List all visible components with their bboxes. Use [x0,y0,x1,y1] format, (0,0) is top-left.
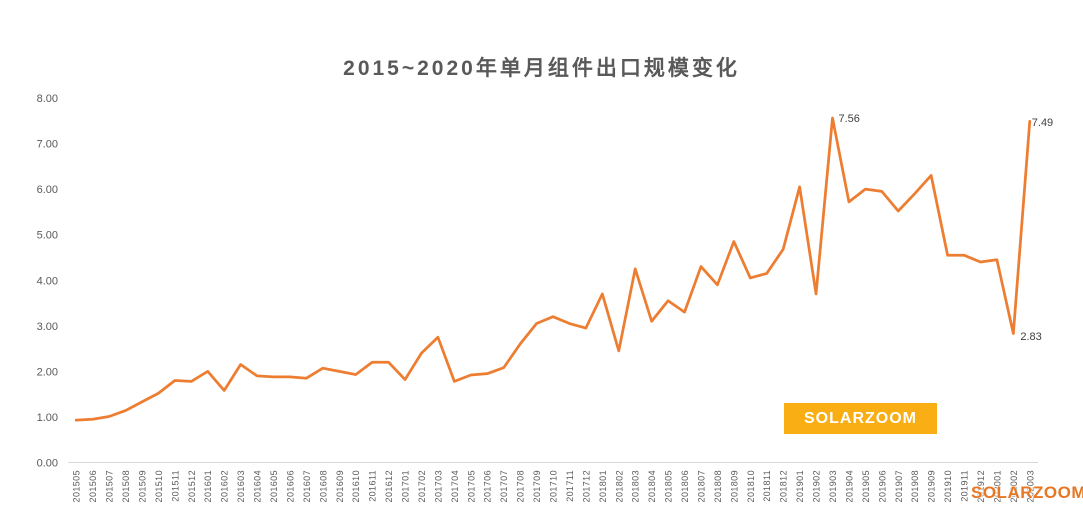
x-axis-tick-label: 201807 [696,470,706,502]
x-axis-tick-label: 201707 [499,470,509,502]
x-axis-tick-label: 201906 [877,470,887,502]
x-axis-tick-label: 201802 [614,470,624,502]
x-axis-tick-label: 201508 [121,470,131,502]
y-axis-tick-label: 8.00 [37,93,58,105]
x-axis-tick-label: 201908 [910,470,920,502]
x-axis-tick-label: 201901 [795,470,805,502]
x-axis-tick-label: 201706 [483,470,493,502]
series-line [74,116,1032,422]
x-axis-tick-label: 201612 [384,470,394,502]
data-point-label: 7.56 [838,113,859,125]
x-axis-tick-label: 201803 [631,470,641,502]
chart-title: 2015~2020年单月组件出口规模变化 [343,57,740,80]
x-axis-tick-label: 201509 [137,470,147,502]
y-axis-tick-label: 0.00 [37,458,58,470]
x-axis-tick-label: 201909 [927,470,937,502]
x-axis-tick-label: 201705 [466,470,476,502]
x-axis-tick-label: 201904 [844,470,854,502]
data-point-label: 2.83 [1020,331,1041,343]
x-axis-tick-label: 202002 [1009,470,1019,502]
x-axis-tick-label: 201806 [680,470,690,502]
x-axis-tick-label: 201712 [581,470,591,502]
y-axis-tick-label: 2.00 [37,366,58,378]
x-axis-tick-label: 201703 [433,470,443,502]
solarzoom-badge-label: SOLARZOOM [804,409,917,427]
x-axis-tick-label: 201512 [187,470,197,502]
x-axis-tick-label: 201911 [960,470,970,502]
x-axis-tick-label: 201602 [220,470,230,502]
y-axis-tick-label: 6.00 [37,184,58,196]
x-axis-tick-label: 201809 [729,470,739,502]
x-axis-tick-label: 201711 [565,470,575,502]
y-axis-tick-label: 4.00 [37,275,58,287]
x-axis-tick-label: 201811 [762,470,772,502]
x-axis-tick-label: 201912 [976,470,986,502]
x-axis-tick-label: 201702 [417,470,427,502]
x-axis-tick-label: 201903 [828,470,838,502]
x-axis-tick-label: 202001 [992,470,1002,502]
x-axis-tick-label: 201907 [894,470,904,502]
x-axis-tick-label: 201701 [401,470,411,502]
y-axis-tick-label: 1.00 [37,412,58,424]
x-axis-tick-label: 202003 [1025,470,1035,502]
solarzoom-watermark: SOLARZOOM [971,483,1083,502]
x-axis-tick-label: 201905 [861,470,871,502]
y-axis-tick-label: 7.00 [37,139,58,151]
data-point-label: 7.49 [1032,117,1053,129]
x-axis-tick-label: 201601 [203,470,213,502]
x-axis-tick-label: 201605 [269,470,279,502]
x-axis-tick-label: 201603 [236,470,246,502]
x-axis-tick-label: 201704 [450,470,460,502]
x-axis-tick-label: 201607 [302,470,312,502]
x-axis-tick-label: 201608 [318,470,328,502]
x-axis-tick-label: 201506 [88,470,98,502]
x-axis-tick-label: 201902 [812,470,822,502]
x-axis-tick-label: 201710 [549,470,559,502]
x-axis-tick-label: 201510 [154,470,164,502]
x-axis-tick-label: 201812 [779,470,789,502]
x-axis-tick-label: 201610 [351,470,361,502]
x-axis-tick-label: 201709 [532,470,542,502]
x-axis-tick-label: 201708 [516,470,526,502]
x-axis-tick-label: 201507 [105,470,115,502]
x-axis-tick-label: 201606 [285,470,295,502]
x-axis-tick-label: 201801 [598,470,608,502]
x-axis-tick-label: 201511 [170,470,180,502]
x-axis-tick-label: 201910 [943,470,953,502]
y-axis-tick-label: 5.00 [37,230,58,242]
y-axis-tick-label: 3.00 [37,321,58,333]
x-axis-tick-label: 201810 [746,470,756,502]
solarzoom-badge: SOLARZOOM [784,403,937,434]
x-axis-tick-label: 201505 [72,470,82,502]
x-axis-tick-label: 201804 [647,470,657,502]
x-axis-tick-label: 201611 [368,470,378,502]
x-axis-tick-label: 201604 [253,470,263,502]
x-axis-tick-label: 201805 [664,470,674,502]
x-axis-tick-label: 201609 [335,470,345,502]
x-axis-tick-label: 201808 [713,470,723,502]
